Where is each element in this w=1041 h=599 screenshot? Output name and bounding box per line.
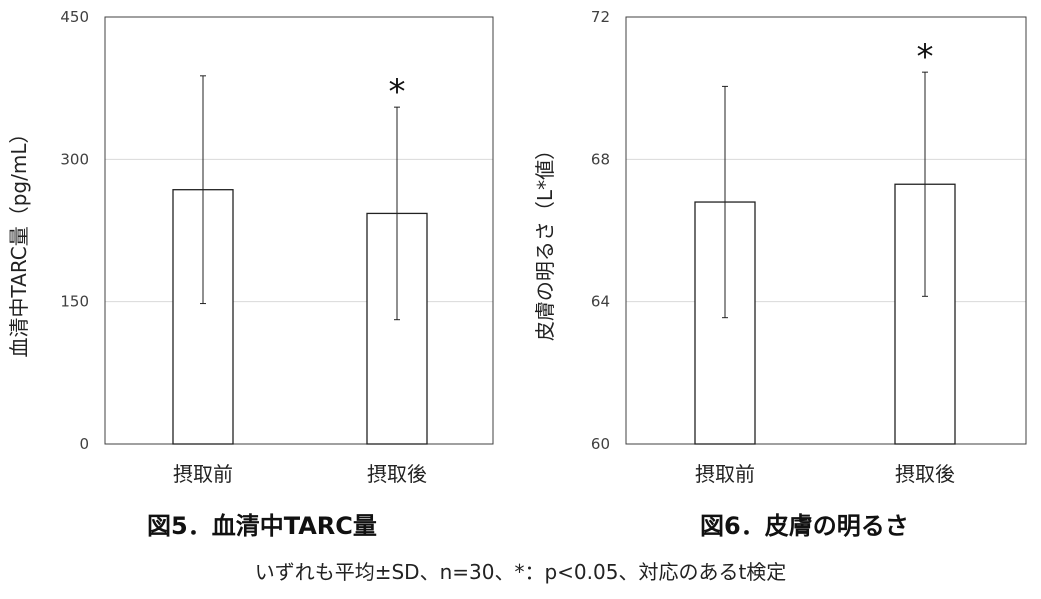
y-tick-label: 64 [591,293,610,311]
plot-frame [104,16,494,445]
category-label: 摂取前 [695,462,755,486]
footnote: いずれも平均±SD、n=30、*：p<0.05、対応のあるt検定 [254,560,787,584]
y-tick-label: 72 [591,8,610,26]
figure5-caption: 図5．血清中TARC量 [147,512,377,540]
bar [694,201,756,445]
category-label: 摂取前 [173,462,233,486]
significance-mark: * [917,37,934,77]
figure6-caption: 図6．皮膚の明るさ [700,512,909,540]
chart-tarc: 0 150 300 450 摂取前 * 摂取後 血清中TARC量（pg/mL） [7,8,494,486]
category-label: 摂取後 [367,462,427,486]
y-tick-label: 60 [591,435,610,453]
bar [366,212,428,445]
significance-mark: * [389,72,406,112]
chart-skin-brightness: 60 64 68 72 摂取前 * 摂取後 皮膚の明るさ（L*値） [533,8,1027,486]
y-tick-label: 0 [79,435,89,453]
y-axis-label: 血清中TARC量（pg/mL） [7,124,31,358]
y-tick-label: 150 [60,293,89,311]
plot-frame [625,16,1027,445]
y-tick-label: 300 [60,150,89,168]
category-label: 摂取後 [895,462,955,486]
y-tick-label: 450 [60,8,89,26]
y-tick-label: 68 [591,150,610,168]
y-axis-label: 皮膚の明るさ（L*値） [533,140,557,341]
